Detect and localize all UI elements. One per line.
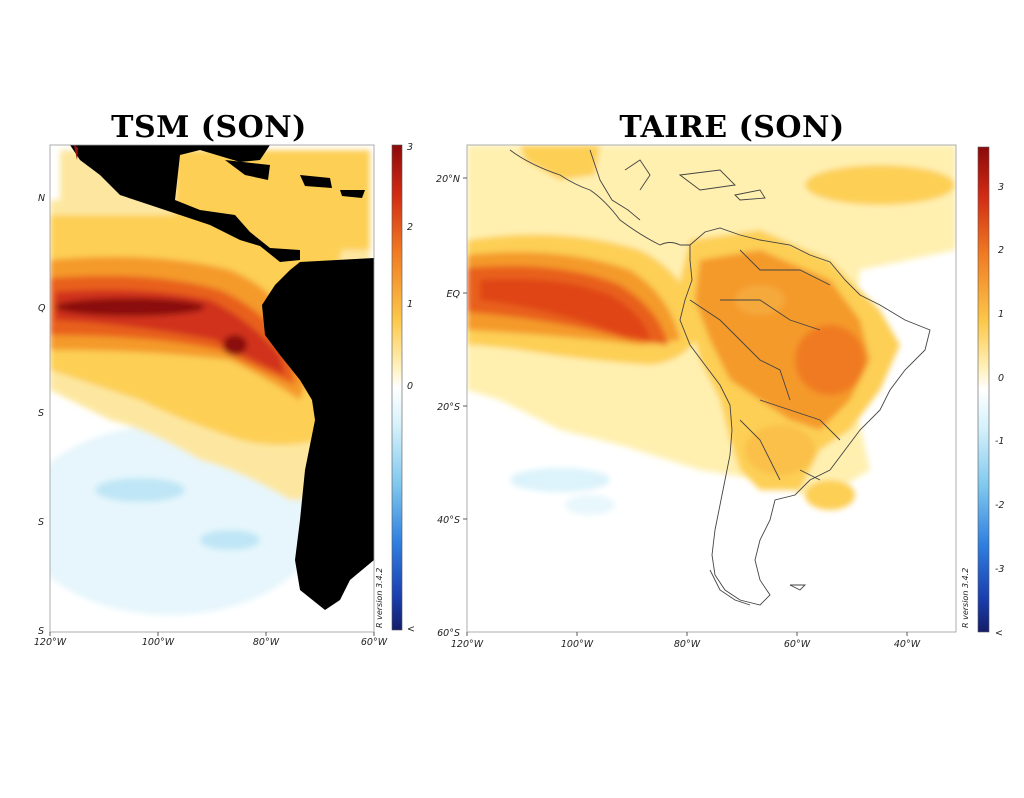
tsm-x-axis: 120°W 100°W 80°W 60°W <box>34 632 388 648</box>
tsm-colorbar-label: 2 <box>407 222 413 233</box>
taire-y-axis: 20°N EQ 20°S 40°S 60°S <box>436 174 467 639</box>
taire-coastlines <box>509 149 931 606</box>
tsm-credit: R version 3.4.2 <box>375 568 384 628</box>
tsm-colorbar-label: < <box>407 624 415 635</box>
taire-colorbar-label: < <box>995 628 1003 639</box>
taire-map <box>467 145 956 632</box>
taire-x-label: 100°W <box>561 639 594 650</box>
taire-y-label: 20°S <box>437 402 460 413</box>
tsm-y-label: S <box>38 626 44 637</box>
tsm-colorbar-label: 1 <box>407 299 413 310</box>
taire-y-label: 20°N <box>436 174 460 185</box>
panel-title-taire: TAIRE (SON) <box>619 110 845 145</box>
tsm-colorbar-label: 0 <box>407 381 413 392</box>
tsm-colorbar-label: 3 <box>407 142 413 153</box>
taire-x-label: 80°W <box>674 639 701 650</box>
taire-y-label: EQ <box>447 289 461 300</box>
panel-title-tsm: TSM (SON) <box>111 110 307 145</box>
tsm-y-label: S <box>38 517 44 528</box>
taire-y-label: 60°S <box>437 628 460 639</box>
tsm-y-label: Q <box>38 303 46 314</box>
tsm-x-label: 60°W <box>361 637 388 648</box>
taire-colorbar-label: 1 <box>998 309 1004 320</box>
taire-y-label: 40°S <box>437 515 460 526</box>
taire-colorbar-label: -1 <box>995 436 1004 447</box>
taire-colorbar-label: 3 <box>998 182 1004 193</box>
taire-colorbar-label: -2 <box>995 500 1004 511</box>
taire-colorbar-label: 0 <box>998 373 1004 384</box>
tsm-colorbar: 3 2 1 0 < <box>391 142 415 635</box>
taire-x-label: 40°W <box>894 639 921 650</box>
tsm-y-axis: N Q S S S <box>38 193 46 637</box>
taire-colorbar-label: 2 <box>998 245 1004 256</box>
tsm-map <box>50 145 374 632</box>
tsm-y-label: S <box>38 408 44 419</box>
tsm-x-label: 100°W <box>142 637 175 648</box>
taire-x-label: 60°W <box>784 639 811 650</box>
taire-credit: R version 3.4.2 <box>961 568 970 628</box>
taire-x-label: 120°W <box>451 639 484 650</box>
taire-colorbar-label: -3 <box>995 564 1004 575</box>
tsm-x-label: 80°W <box>253 637 280 648</box>
tsm-y-label: N <box>38 193 45 204</box>
taire-colorbar: 3 2 1 0 -1 -2 -3 < <box>977 146 1004 639</box>
taire-x-axis: 120°W 100°W 80°W 60°W 40°W <box>451 632 921 650</box>
tsm-x-label: 120°W <box>34 637 67 648</box>
